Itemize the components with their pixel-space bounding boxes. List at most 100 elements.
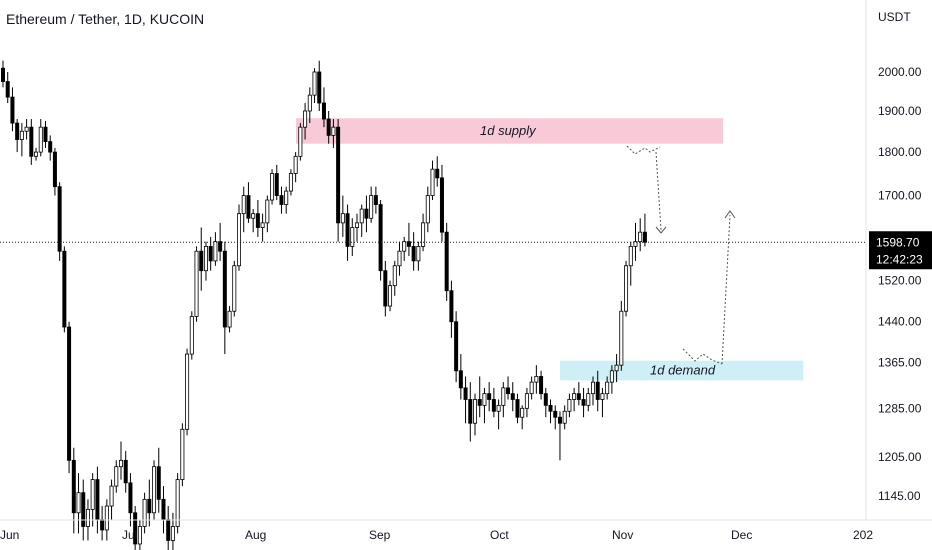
candle-body [345, 213, 350, 247]
candle [133, 506, 138, 550]
candle-body [506, 387, 511, 395]
candle [123, 450, 128, 493]
candle [506, 376, 511, 400]
candle [614, 354, 619, 383]
candle-body [567, 399, 572, 412]
candle-body [29, 126, 34, 157]
candle [609, 365, 614, 394]
candle-body [71, 459, 76, 514]
candle-body [213, 241, 218, 262]
candle [364, 195, 369, 233]
candle-body [170, 526, 175, 541]
candle-body [218, 241, 223, 252]
price-tick-label: 1700.00 [878, 189, 922, 203]
candle-body [255, 213, 260, 228]
candle [595, 370, 600, 412]
candle-body [161, 498, 166, 521]
candle-body [24, 126, 29, 132]
candle-body [57, 186, 62, 252]
candle-body [609, 370, 614, 383]
candle-body [180, 428, 185, 480]
candle-body [425, 195, 430, 224]
candle-body [421, 222, 426, 247]
candle [213, 232, 218, 266]
time-tick-label: 202 [853, 528, 873, 542]
candle-body [76, 492, 81, 514]
candle [430, 160, 435, 201]
candle [421, 213, 426, 252]
candle [406, 222, 411, 257]
candle-body [472, 399, 477, 424]
candle [501, 382, 506, 418]
price-tick-label: 1520.00 [878, 274, 922, 288]
candle-body [591, 381, 596, 395]
price-axis[interactable]: 2000.00 1900.00 1800.00 1700.00 1520.00 1440.… [878, 65, 922, 503]
candle-body [232, 265, 237, 312]
candle-body [303, 110, 308, 128]
candle-body [487, 393, 492, 400]
candle-body [284, 190, 289, 205]
supply-zone[interactable] [296, 118, 723, 144]
candle-body [156, 466, 161, 500]
candle-body [576, 393, 581, 400]
candle-body [307, 94, 312, 112]
candle [67, 321, 72, 474]
candle [166, 506, 171, 550]
candle-body [241, 195, 246, 215]
candle-body [468, 399, 473, 424]
candle [152, 460, 157, 520]
candle-body [38, 126, 43, 153]
candle [232, 260, 237, 317]
candle-body [166, 519, 171, 541]
candle-body [152, 466, 157, 514]
candle [402, 236, 407, 261]
candle-body [642, 231, 647, 243]
time-tick-label: Jul [122, 528, 137, 542]
candle-body [52, 151, 57, 188]
candle [491, 387, 496, 418]
candle [147, 479, 152, 527]
candle [128, 473, 133, 527]
supply-rejection-path [626, 145, 661, 155]
candle-body [444, 231, 449, 292]
candle-body [350, 227, 355, 247]
candle-body [194, 250, 199, 317]
candle [274, 164, 279, 201]
candle [71, 447, 76, 534]
candle-body [326, 118, 331, 136]
candle-body [515, 399, 520, 418]
candle [449, 280, 454, 338]
zones-layer: 1d supply 1d demand [296, 118, 803, 381]
candle-body [520, 407, 525, 418]
candle-body [81, 492, 86, 527]
candle-body [104, 505, 109, 531]
candle [458, 354, 463, 400]
candle [185, 348, 190, 436]
drop-arrow-head [655, 226, 667, 234]
candle-body [562, 410, 567, 424]
candle-body [378, 204, 383, 272]
price-tag-box [869, 231, 932, 270]
demand-zone[interactable] [560, 360, 803, 381]
candle-body [128, 482, 133, 514]
candle-body [175, 479, 180, 527]
candle-body [142, 498, 147, 527]
candle [581, 387, 586, 418]
candle-body [439, 177, 444, 233]
candle-body [15, 122, 20, 140]
candle [317, 60, 322, 111]
candle [411, 232, 416, 271]
candle [19, 123, 24, 157]
time-axis[interactable]: Jun Jul Aug Sep Oct Nov Dec 202 [0, 528, 873, 542]
candle-body [19, 130, 24, 140]
candle-body [48, 141, 53, 153]
candle-body [411, 246, 416, 262]
candle-body [199, 250, 204, 272]
candle [624, 260, 629, 317]
candle-body [321, 102, 326, 120]
candle-body [123, 459, 128, 484]
candle-body [62, 250, 67, 328]
candle-body [543, 393, 548, 406]
candle [180, 423, 185, 487]
